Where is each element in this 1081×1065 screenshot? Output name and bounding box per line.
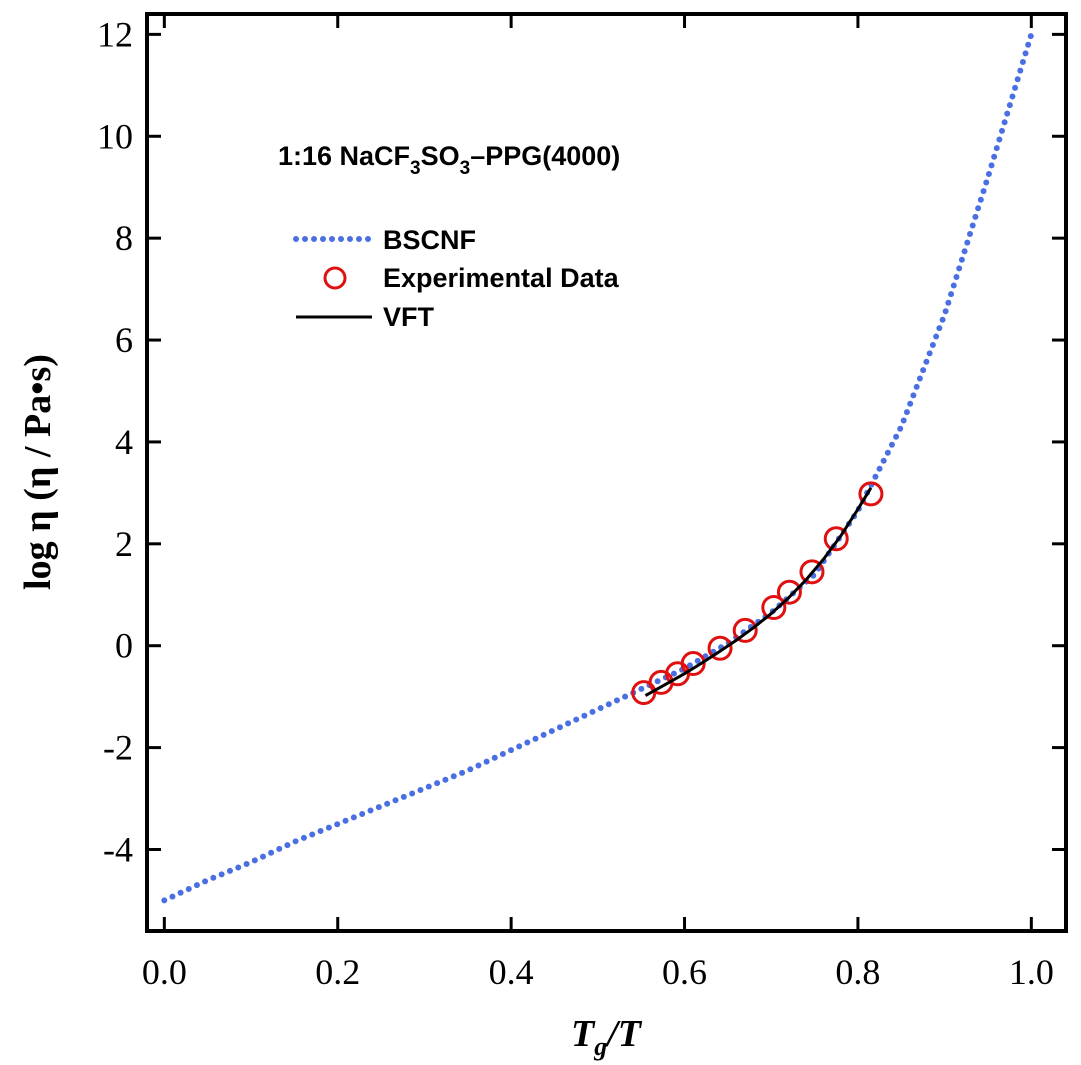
experimental-point	[707, 635, 733, 661]
x-tick-label: 1.0	[1009, 952, 1054, 992]
experimental-point	[680, 651, 706, 677]
legend-experimental-marker	[323, 266, 347, 290]
x-tick-label: 0.2	[315, 952, 360, 992]
legend: BSCNF Experimental Data VFT	[293, 225, 620, 332]
vft-curve	[644, 487, 873, 697]
experimental-point	[823, 526, 849, 552]
plot-frame	[145, 12, 1068, 933]
experimental-point	[858, 481, 884, 507]
y-tick-label: 4	[115, 422, 133, 462]
tick-layer: 0.0 0.2 0.4 0.6 0.8 1.0 -4 -2 0 2 4 6 8 10 12	[97, 14, 1066, 992]
experimental-point	[732, 617, 758, 643]
y-tick-label: 2	[115, 524, 133, 564]
experimental-point	[776, 579, 802, 605]
x-tick-label: 0.0	[142, 952, 187, 992]
y-tick-label: 10	[97, 116, 133, 156]
y-tick-label: 6	[115, 320, 133, 360]
legend-vft-label: VFT	[383, 302, 435, 332]
bscnf-curve	[161, 31, 1035, 904]
x-axis-title: Tg/T	[571, 1013, 643, 1061]
experimental-point	[799, 559, 825, 585]
x-tick-label: 0.8	[835, 952, 880, 992]
y-axis-title: log η (η / Pa•s)	[17, 354, 59, 590]
legend-bscnf-label: BSCNF	[383, 225, 476, 255]
y-tick-label: -2	[103, 728, 133, 768]
y-tick-label: -4	[103, 829, 133, 869]
experimental-point	[761, 595, 787, 621]
y-tick-label: 0	[115, 626, 133, 666]
y-tick-label: 8	[115, 218, 133, 258]
annotation-label: 1:16 NaCF3SO3–PPG(4000)	[278, 141, 620, 179]
x-tick-label: 0.4	[489, 952, 534, 992]
legend-experimental-label: Experimental Data	[383, 263, 620, 293]
plot-layer	[161, 31, 1035, 904]
y-tick-label: 12	[97, 14, 133, 54]
x-tick-label: 0.6	[662, 952, 707, 992]
